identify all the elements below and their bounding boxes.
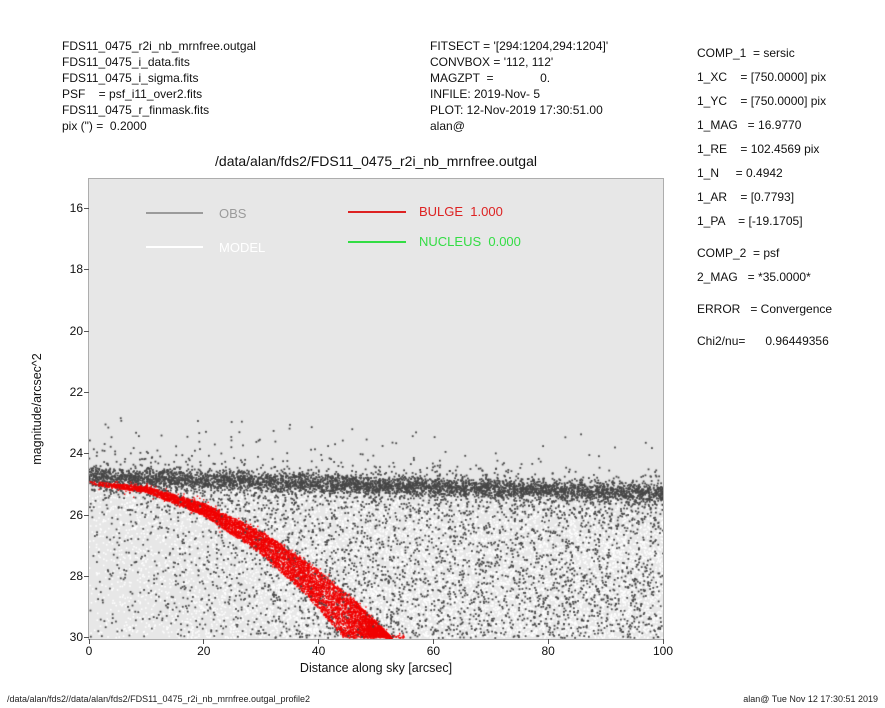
fit-info-block: FITSECT = '[294:1204,294:1204]' CONVBOX … [430,38,608,134]
param-1re: 1_RE = 102.4569 pix [697,142,820,156]
footer-user-timestamp: alan@ Tue Nov 12 17:30:51 2019 [743,694,878,704]
x-axis-label: Distance along sky [arcsec] [299,661,453,675]
y-tick-mark [84,208,89,210]
y-tick-label: 16 [69,201,83,216]
legend-line-model [146,246,203,248]
y-tick-label: 30 [69,630,83,645]
legend-label-obs: OBS [219,206,247,221]
infile-line: INFILE: 2019-Nov- 5 [430,87,541,101]
x-tick-mark [547,639,549,644]
pixel-scale-line: pix (") = 0.2000 [62,119,147,133]
x-tick-label: 80 [541,644,555,658]
profile-plot-canvas [89,179,663,639]
legend-label-bulge: BULGE 1.000 [419,204,503,219]
x-tick-mark [88,639,90,644]
input-files-block: FDS11_0475_r2i_nb_mrnfree.outgal FDS11_0… [62,38,256,134]
magzpt-line: MAGZPT = 0. [430,71,551,85]
x-tick-label: 60 [426,644,441,658]
param-1pa: 1_PA = [-19.1705] [697,214,803,228]
plot-date-line: PLOT: 12-Nov-2019 17:30:51.00 [430,103,603,117]
y-tick-mark [84,453,89,455]
param-comp2: COMP_2 = psf [697,246,780,260]
plot-title: /data/alan/fds2/FDS11_0475_r2i_nb_mrnfre… [215,153,537,169]
y-tick-label: 26 [69,507,83,522]
y-tick-mark [84,269,89,271]
x-tick-mark [318,639,320,644]
y-tick-mark [84,576,89,578]
y-tick-label: 20 [69,323,83,338]
x-tick-mark [203,639,205,644]
legend-label-nucleus: NUCLEUS 0.000 [419,234,521,249]
y-axis-label: magnitude/arcsec^2 [30,353,44,465]
param-2mag: 2_MAG = *35.0000* [697,270,811,284]
footer-path: /data/alan/fds2//data/alan/fds2/FDS11_04… [7,694,311,704]
y-tick-mark [84,330,89,332]
legend-label-model: MODEL [219,240,266,255]
x-tick-label: 20 [197,644,211,658]
file-line: FDS11_0475_r2i_nb_mrnfree.outgal [62,39,256,53]
param-chi2: Chi2/nu= 0.96449356 [697,334,829,348]
x-tick-mark [432,639,434,644]
x-tick-label: 0 [85,644,93,658]
fitsect-line: FITSECT = '[294:1204,294:1204]' [430,39,609,53]
y-tick-label: 18 [69,262,83,277]
legend-line-obs [146,212,203,214]
y-tick-mark [84,637,89,639]
file-line: FDS11_0475_r_finmask.fits [62,103,210,117]
file-line: FDS11_0475_i_sigma.fits [62,71,199,85]
y-tick-label: 28 [69,569,83,584]
profile-plot: /data/alan/fds2/FDS11_0475_r2i_nb_mrnfre… [30,153,673,675]
legend-line-nucleus [348,241,406,243]
param-error: ERROR = Convergence [697,302,833,316]
y-tick-mark [84,392,89,394]
y-tick-label: 22 [69,385,83,400]
x-tick-label: 40 [311,644,326,658]
y-tick-label: 24 [69,446,83,461]
convbox-line: CONVBOX = '112, 112' [430,55,554,69]
file-line: FDS11_0475_i_data.fits [62,55,190,69]
param-1mag: 1_MAG = 16.9770 [697,118,802,132]
component-params-panel: COMP_1 = sersic 1_XC = [750.0000] pix 1_… [697,47,832,359]
user-line: alan@ [430,119,465,133]
param-comp1: COMP_1 = sersic [697,46,795,60]
param-1yc: 1_YC = [750.0000] pix [697,94,827,108]
x-tick-label: 100 [652,644,674,658]
x-tick-mark [662,639,664,644]
param-1xc: 1_XC = [750.0000] pix [697,70,827,84]
legend-line-bulge [348,211,406,213]
psf-line: PSF = psf_i11_over2.fits [62,87,203,101]
y-tick-mark [84,514,89,516]
param-1n: 1_N = 0.4942 [697,166,783,180]
param-1ar: 1_AR = [0.7793] [697,190,795,204]
